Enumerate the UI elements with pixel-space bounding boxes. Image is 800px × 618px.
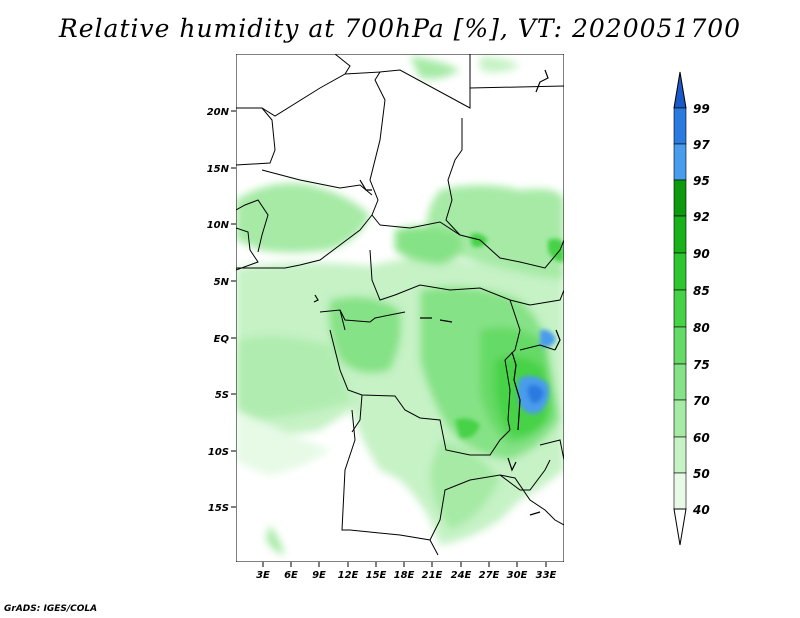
colorbar-swatch bbox=[673, 215, 687, 254]
lon-label: 15E bbox=[366, 570, 387, 581]
lon-label: 30E bbox=[507, 570, 528, 581]
colorbar-swatch bbox=[673, 289, 687, 328]
colorbar-label: 95 bbox=[693, 174, 710, 188]
lat-label: 15S bbox=[208, 503, 229, 514]
lat-label: 10N bbox=[207, 220, 230, 231]
lon-label: 6E bbox=[284, 570, 298, 581]
colorbar-swatch bbox=[673, 436, 687, 474]
humidity-field bbox=[236, 54, 564, 562]
colorbar-label: 40 bbox=[692, 503, 710, 517]
lat-label: EQ bbox=[214, 334, 230, 345]
lon-label: 24E bbox=[451, 570, 472, 581]
colorbar-swatch bbox=[673, 143, 687, 181]
lat-label: 20N bbox=[207, 107, 230, 118]
colorbar-swatch bbox=[673, 363, 687, 401]
lon-label: 9E bbox=[312, 570, 326, 581]
colorbar-label: 70 bbox=[693, 394, 710, 408]
latitude-labels: 20N 15N 10N 5N EQ 5S 10S 15S bbox=[207, 107, 230, 514]
lon-label: 12E bbox=[338, 570, 359, 581]
lon-label: 21E bbox=[422, 570, 443, 581]
colorbar-swatch bbox=[673, 472, 687, 510]
colorbar-label: 80 bbox=[693, 321, 710, 335]
colorbar-label: 60 bbox=[693, 431, 710, 445]
axis-ticks bbox=[231, 110, 547, 567]
colorbar-swatch bbox=[673, 399, 687, 438]
grads-credit: GrADS: IGES/COLA bbox=[4, 604, 98, 614]
colorbar-top-arrow bbox=[673, 71, 687, 109]
colorbar-label: 75 bbox=[693, 358, 710, 372]
lon-label: 3E bbox=[256, 570, 270, 581]
colorbar: 99 97 95 92 90 85 80 75 70 60 50 40 bbox=[673, 71, 710, 546]
colorbar-label: 50 bbox=[693, 467, 710, 481]
lon-label: 27E bbox=[479, 570, 500, 581]
lon-label: 18E bbox=[394, 570, 415, 581]
lat-label: 5S bbox=[215, 390, 229, 401]
colorbar-label: 99 bbox=[693, 102, 710, 116]
colorbar-label: 92 bbox=[693, 210, 710, 224]
colorbar-label: 97 bbox=[693, 138, 710, 152]
lat-label: 10S bbox=[208, 447, 229, 458]
lat-label: 5N bbox=[214, 277, 230, 288]
country-borders bbox=[236, 54, 564, 556]
colorbar-label: 90 bbox=[693, 247, 710, 261]
colorbar-swatch bbox=[673, 252, 687, 291]
colorbar-swatch bbox=[673, 107, 687, 145]
lat-label: 15N bbox=[207, 164, 230, 175]
colorbar-label: 85 bbox=[693, 284, 710, 298]
colorbar-bottom-arrow bbox=[673, 508, 687, 546]
longitude-labels: 3E 6E 9E 12E 15E 18E 21E 24E 27E 30E 33E bbox=[256, 570, 556, 581]
colorbar-swatch bbox=[673, 326, 687, 365]
map-title: Relative humidity at 700hPa [%], VT: 202… bbox=[58, 14, 742, 43]
colorbar-swatch bbox=[673, 179, 687, 217]
lon-label: 33E bbox=[536, 570, 557, 581]
